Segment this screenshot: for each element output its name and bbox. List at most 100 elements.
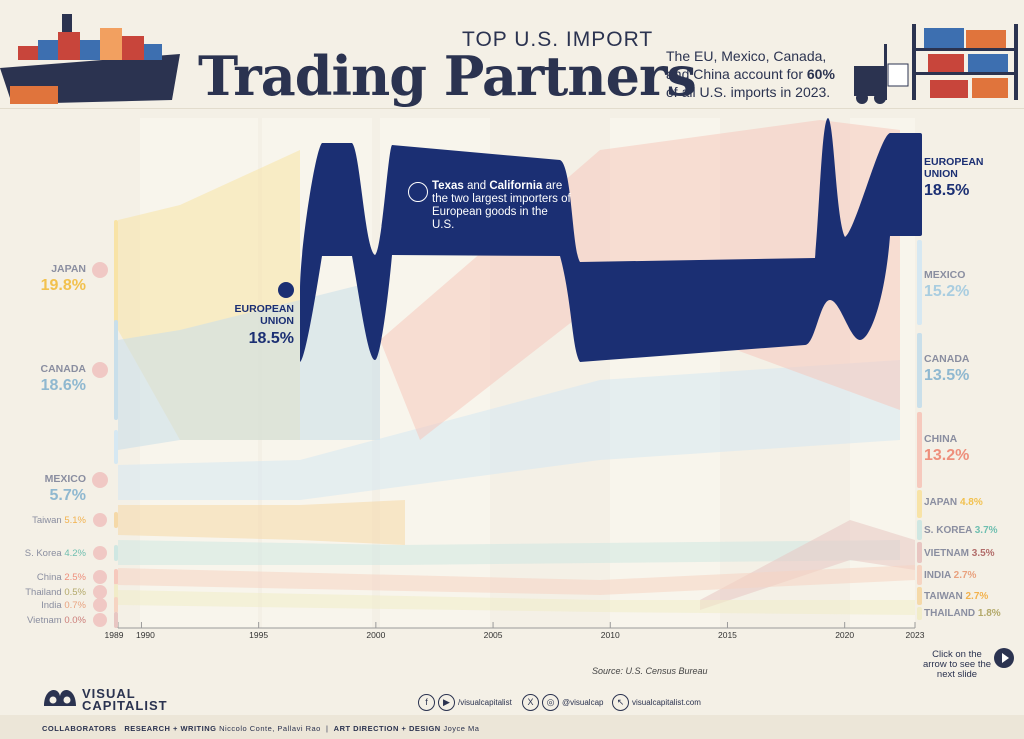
- eu-entry-value: 18.5%: [249, 330, 294, 347]
- x-axis: 1989 1990 1995 2000 2005 2010 2015 2020 2023: [105, 622, 925, 640]
- band-india: [118, 565, 915, 595]
- social-x-handle: @visualcap: [562, 698, 604, 707]
- left-marker-1: [114, 320, 118, 420]
- band-taiwan: [118, 500, 405, 545]
- right-marker-0: [917, 133, 922, 236]
- right-marker-9: [917, 607, 922, 620]
- right-row-9: THAILAND 1.8%: [924, 608, 1001, 619]
- logo-line2: CAPITALIST: [82, 698, 168, 713]
- design-names: Joyce Ma: [443, 724, 480, 733]
- subtitle-post: of all U.S. imports in 2023.: [666, 84, 831, 100]
- left-row-5: China 2.5%: [37, 572, 87, 583]
- visual-capitalist-logo-icon: [44, 690, 76, 706]
- social-facebook[interactable]: f ▶/visualcapitalist: [418, 694, 512, 711]
- x-tick-label-2005: 2005: [484, 630, 503, 640]
- research-label: RESEARCH + WRITING: [124, 724, 217, 733]
- left-row-8: Vietnam 0.0%: [27, 615, 87, 626]
- flag-icon-3: [93, 513, 107, 527]
- next-slide-button[interactable]: [994, 648, 1014, 668]
- facebook-icon: f: [418, 694, 435, 711]
- band-mexico: [118, 360, 900, 500]
- texas-bold: Texas: [432, 180, 464, 192]
- right-value-0: 18.5%: [924, 182, 969, 199]
- left-marker-4: [114, 545, 118, 561]
- left-labels: JAPAN 19.8% CANADA 18.6% MEXICO 5.7% Taiwan 5.…: [25, 220, 294, 628]
- x-tick-label-2015: 2015: [718, 630, 737, 640]
- right-name-3-0: CHINA: [924, 433, 958, 445]
- flag-icon-0: [92, 262, 108, 278]
- top-line-heading: TOP U.S. IMPORT: [462, 28, 654, 51]
- left-marker-5: [114, 569, 118, 585]
- left-row-6: Thailand 0.5%: [25, 587, 86, 598]
- right-marker-1: [917, 240, 922, 325]
- texas-rest: are the two largest importers of Europea…: [432, 180, 571, 231]
- flag-icon-6: [93, 585, 107, 599]
- right-row-7: INDIA 2.7%: [924, 570, 977, 581]
- x-icon: X: [522, 694, 539, 711]
- subtitle-pre: The EU, Mexico, Canada, and China accoun…: [666, 48, 827, 82]
- instagram-icon: ◎: [542, 694, 559, 711]
- flag-icon-5: [93, 570, 107, 584]
- left-row-4: S. Korea 4.2%: [25, 548, 87, 559]
- chart-bands: [118, 118, 920, 628]
- streamgraph-chart: 1989 1990 1995 2000 2005 2010 2015 2020 2023 JAP…: [25, 118, 1001, 640]
- collaborators-line: COLLABORATORS RESEARCH + WRITING Niccolo…: [42, 724, 480, 733]
- right-name-0-0: EUROPEAN: [924, 156, 984, 168]
- social-web[interactable]: ↖ visualcapitalist.com: [612, 694, 701, 711]
- right-marker-2: [917, 333, 922, 408]
- band-skorea: [118, 540, 900, 565]
- band-thailand: [118, 590, 915, 615]
- social-x[interactable]: X ◎ @visualcap: [522, 694, 603, 711]
- x-tick-label-1995: 1995: [249, 630, 268, 640]
- x-tick-label-2020: 2020: [835, 630, 854, 640]
- right-marker-8: [917, 587, 922, 605]
- eu-entry-name-0: EUROPEAN: [234, 303, 294, 315]
- x-tick-label-2010: 2010: [601, 630, 620, 640]
- flag-icon-7: [93, 598, 107, 612]
- forklift-warehouse-illustration: [854, 24, 1018, 104]
- left-marker-6: [114, 584, 118, 600]
- left-name-1: CANADA: [41, 363, 87, 375]
- cargo-ship-illustration: [0, 14, 185, 106]
- right-marker-5: [917, 520, 922, 540]
- left-marker-0: [114, 220, 118, 330]
- right-row-5: S. KOREA 3.7%: [924, 525, 998, 536]
- right-value-1: 15.2%: [924, 283, 969, 300]
- footer-bar: [0, 715, 1024, 739]
- youtube-icon: ▶: [438, 694, 455, 711]
- left-marker-2: [114, 430, 118, 464]
- cursor-icon: ↖: [612, 694, 629, 711]
- x-tick-label-1989: 1989: [105, 630, 124, 640]
- right-name-0-1: UNION: [924, 168, 958, 180]
- left-value-1: 18.6%: [41, 377, 86, 394]
- right-value-2: 13.5%: [924, 367, 969, 384]
- right-marker-3: [917, 412, 922, 488]
- flag-icon-1: [92, 362, 108, 378]
- logo-line1: VISUAL: [82, 686, 136, 701]
- left-marker-3: [114, 512, 118, 528]
- social-web-handle: visualcapitalist.com: [632, 698, 701, 707]
- source-note: Source: U.S. Census Bureau: [592, 666, 708, 676]
- subtitle-bold: 60%: [806, 66, 835, 82]
- flag-icon-4: [93, 546, 107, 560]
- texas-california-annotation: Texas and California are the two largest…: [432, 180, 572, 232]
- band-canada: [118, 280, 380, 450]
- right-row-8: TAIWAN 2.7%: [924, 591, 988, 602]
- main-title: Trading Partners: [198, 44, 697, 108]
- subtitle: The EU, Mexico, Canada, and China accoun…: [666, 47, 836, 101]
- logo-text: VISUAL CAPITALIST: [82, 686, 168, 713]
- left-name-2: MEXICO: [45, 473, 86, 485]
- left-marker-8: [114, 612, 118, 628]
- design-label: ART DIRECTION + DESIGN: [333, 724, 441, 733]
- left-marker-7: [114, 597, 118, 613]
- flag-icon-2: [92, 472, 108, 488]
- texas-mid: and: [463, 180, 490, 192]
- right-row-6: VIETNAM 3.5%: [924, 548, 995, 559]
- eu-entry-name-1: UNION: [260, 315, 294, 327]
- x-tick-label-2000: 2000: [366, 630, 385, 640]
- right-name-1-0: MEXICO: [924, 269, 965, 281]
- california-bold: California: [489, 180, 543, 192]
- social-fb-handle: /visualcapitalist: [458, 698, 512, 707]
- right-value-3: 13.2%: [924, 447, 969, 464]
- right-name-2-0: CANADA: [924, 353, 970, 365]
